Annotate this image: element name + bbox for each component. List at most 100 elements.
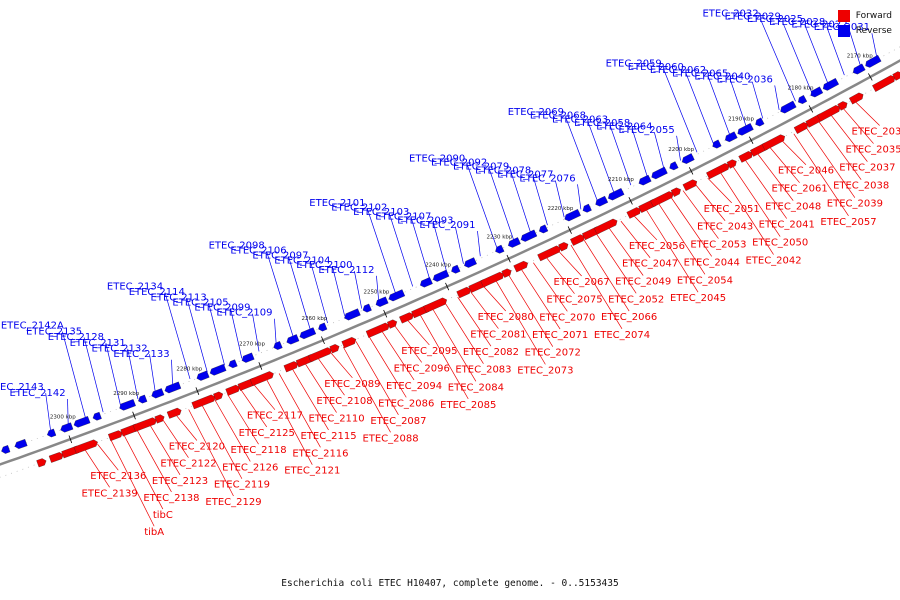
- reverse-gene-54: [798, 94, 808, 104]
- leader-line: [707, 76, 731, 136]
- forward-gene-label: ETEC_2066: [601, 312, 657, 323]
- leader-line: [654, 132, 665, 169]
- leader-line: [854, 100, 880, 126]
- leader-line: [432, 308, 477, 382]
- reverse-gene-55: [810, 86, 824, 98]
- forward-gene-37: [570, 234, 585, 246]
- leader-line: [583, 238, 630, 312]
- reverse-gene-8: [119, 399, 136, 411]
- reverse-gene-label: ETEC_2078: [475, 166, 531, 177]
- leader-line: [782, 22, 813, 93]
- leader-line: [227, 394, 259, 445]
- leader-line: [105, 343, 121, 406]
- scale-tick: [195, 387, 200, 395]
- leader-line: [149, 354, 156, 393]
- legend-item-reverse: Reverse: [837, 23, 892, 38]
- reverse-gene-4: [60, 422, 74, 433]
- forward-gene-48: [726, 159, 737, 169]
- forward-gene-label: ETEC_2044: [684, 257, 740, 268]
- forward-gene-label: ETEC_2061: [772, 184, 828, 195]
- leader-line: [587, 121, 615, 194]
- leader-line: [695, 184, 726, 221]
- forward-gene-label: ETEC_2073: [517, 365, 573, 376]
- reverse-gene-label: ETEC_2032: [702, 8, 758, 19]
- reverse-gene-14: [209, 363, 227, 376]
- forward-gene-41: [626, 207, 641, 219]
- reverse-gene-0: [1, 445, 11, 454]
- forward-gene-label: ETEC_2051: [704, 204, 760, 215]
- leader-line: [162, 419, 189, 458]
- leader-line: [633, 214, 658, 241]
- reverse-gene-44: [651, 166, 668, 180]
- leader-line: [545, 256, 575, 294]
- forward-gene-25: [399, 312, 414, 324]
- leader-line: [393, 324, 423, 363]
- forward-gene-label: ETEC_2122: [160, 459, 216, 470]
- forward-gene-label: ETEC_2084: [448, 382, 504, 393]
- forward-gene-label: ETEC_2067: [554, 277, 610, 288]
- reverse-gene-label: ETEC_2106: [230, 246, 286, 257]
- leader-line: [676, 135, 681, 161]
- leader-line: [457, 296, 492, 347]
- scale-tick-label: 2220 kbp: [547, 206, 573, 212]
- forward-gene-label: ETEC_2070: [539, 312, 595, 323]
- reverse-gene-label: ETEC_2091: [419, 220, 475, 231]
- leader-line: [752, 82, 764, 119]
- leader-line: [657, 202, 706, 275]
- leader-line: [645, 208, 699, 293]
- scale-ticks: 2170 kbp 2180 kbp 2190 kbp 2200 kbp 2210 kbp…: [50, 54, 873, 444]
- scale-tick-label: 2290 kbp: [113, 391, 139, 397]
- forward-gene-36: [558, 242, 569, 252]
- scale-tick-label: 2240 kbp: [425, 262, 451, 268]
- reverse-gene-label: ETEC_2101: [309, 198, 365, 209]
- leader-line: [381, 330, 415, 381]
- reverse-gene-label: ETEC_2142: [9, 388, 65, 399]
- forward-gene-24: [387, 319, 398, 329]
- scale-tick: [868, 73, 873, 81]
- scale-tick-label: 2300 kbp: [50, 415, 76, 421]
- leader-line: [123, 434, 164, 510]
- leader-line: [376, 275, 380, 302]
- reverse-gene-label: ETEC_2097: [252, 251, 308, 262]
- legend-label-reverse: Reverse: [855, 25, 892, 36]
- forward-gene-label: ETEC_2056: [629, 241, 685, 252]
- leader-line: [175, 414, 198, 441]
- reverse-gene-label: ETEC_2093: [397, 216, 453, 227]
- reverse-gene-label: ETEC_2099: [194, 303, 250, 314]
- reverse-gene-label: ETEC_2132: [91, 343, 147, 354]
- forward-gene-56: [837, 101, 848, 111]
- reverse-gene-label: ETEC_2077: [497, 169, 553, 180]
- leader-line: [570, 244, 623, 330]
- forward-gene-label: ETEC_2045: [670, 293, 726, 304]
- reverse-gene-label: ETEC_2090: [409, 153, 465, 164]
- leader-line: [97, 443, 119, 471]
- scale-tick-label: 2250 kbp: [364, 290, 390, 296]
- forward-gene-27: [423, 297, 447, 313]
- forward-gene-label: ETEC_2121: [284, 466, 340, 477]
- forward-gene-17: [283, 361, 299, 373]
- forward-gene-47: [706, 163, 730, 180]
- reverse-swatch: [837, 24, 850, 37]
- leader-line: [488, 168, 515, 241]
- leader-line: [558, 250, 582, 277]
- leader-line: [663, 69, 698, 153]
- scale-tick: [808, 105, 814, 113]
- forward-gene-label: ETEC_2089: [324, 379, 380, 390]
- leader-line: [354, 271, 363, 309]
- forward-swatch: [837, 9, 850, 22]
- leader-line: [67, 398, 69, 426]
- leader-line: [871, 33, 878, 58]
- forward-gene-label: ETEC_2126: [222, 462, 278, 473]
- forward-gene-label: ETEC_2095: [401, 346, 457, 357]
- leader-line: [355, 341, 399, 416]
- reverse-gene-label: ETEC_2109: [216, 308, 272, 319]
- forward-gene-label: ETEC_2081: [470, 330, 526, 341]
- forward-gene-51: [761, 134, 785, 151]
- forward-gene-label: tibC: [153, 510, 173, 521]
- forward-gene-20: [329, 344, 340, 354]
- leader-line: [332, 266, 346, 316]
- forward-gene-label: ETEC_2119: [214, 480, 270, 491]
- leader-line: [830, 114, 868, 162]
- leader-line: [805, 127, 856, 198]
- leader-line: [304, 362, 337, 413]
